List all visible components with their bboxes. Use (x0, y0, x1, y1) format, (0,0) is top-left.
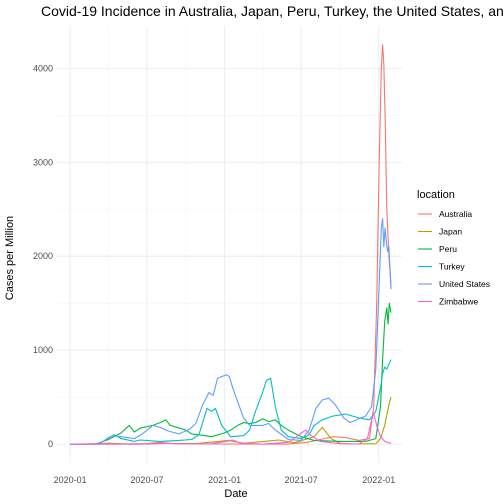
x-axis-ticks: 2020-01 2020-07 2021-01 2021-07 2022-01 (54, 475, 396, 485)
legend-label: Australia (439, 209, 472, 219)
series-lines (70, 45, 391, 444)
series-line-zimbabwe (70, 413, 391, 444)
series-line-turkey (70, 360, 391, 445)
y-tick-label: 4000 (33, 63, 53, 73)
y-axis-ticks: 0 1000 2000 3000 4000 (33, 63, 53, 449)
legend-label: Peru (439, 244, 457, 254)
chart-title: Covid-19 Incidence in Australia, Japan, … (41, 3, 504, 19)
y-tick-label: 3000 (33, 157, 53, 167)
legend-label: United States (439, 279, 490, 289)
series-line-united-states (70, 219, 391, 445)
series-line-australia (70, 45, 391, 444)
series-line-peru (70, 303, 391, 444)
gridlines (57, 26, 402, 463)
x-axis-title: Date (224, 488, 247, 500)
x-tick-label: 2020-07 (130, 475, 163, 485)
legend-label: Zimbabwe (439, 297, 478, 307)
y-tick-label: 1000 (33, 345, 53, 355)
legend-label: Turkey (439, 262, 465, 272)
x-tick-label: 2020-01 (54, 475, 87, 485)
y-tick-label: 2000 (33, 251, 53, 261)
legend-label: Japan (439, 227, 462, 237)
x-tick-label: 2021-01 (208, 475, 241, 485)
legend: location Australia Japan Peru Turkey United … (417, 189, 490, 307)
y-tick-label: 0 (48, 439, 53, 449)
x-tick-label: 2021-07 (285, 475, 318, 485)
y-axis-title: Cases per Million (4, 216, 16, 300)
legend-title: location (417, 189, 455, 201)
x-tick-label: 2022-01 (362, 475, 395, 485)
